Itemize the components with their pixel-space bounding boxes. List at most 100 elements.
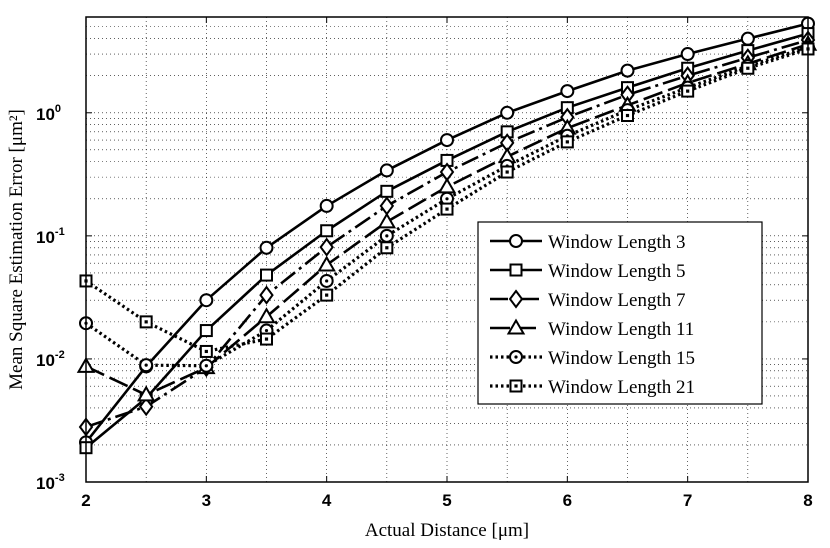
- legend-marker: [509, 234, 523, 248]
- x-axis-label: Actual Distance [μm]: [365, 520, 529, 541]
- data-point: [437, 177, 457, 194]
- legend-marker: [509, 379, 523, 393]
- legend-entry: Window Length 15: [548, 348, 695, 369]
- marker-shape: [319, 237, 334, 257]
- marker-shape: [259, 285, 274, 305]
- data-point: [319, 273, 334, 288]
- data-point: [136, 385, 156, 402]
- data-point: [440, 202, 454, 216]
- marker-dot: [144, 363, 148, 367]
- legend-entry: Window Length 7: [548, 290, 686, 311]
- marker-dot: [625, 113, 630, 118]
- legend-entry: Window Length 21: [548, 377, 695, 398]
- marker-dot: [385, 234, 389, 238]
- marker-dot: [264, 337, 269, 341]
- data-point: [680, 47, 695, 62]
- marker-dot: [204, 364, 208, 368]
- x-tick-label: 2: [81, 491, 90, 510]
- data-point: [320, 224, 334, 238]
- marker-shape: [379, 196, 395, 216]
- data-point: [259, 240, 274, 255]
- data-point: [260, 268, 273, 282]
- marker-shape: [136, 385, 156, 402]
- x-tick-label: 7: [683, 491, 692, 510]
- data-point: [500, 105, 515, 120]
- marker-shape: [620, 63, 635, 78]
- data-point: [139, 315, 153, 329]
- data-point: [199, 358, 214, 373]
- x-tick-label: 5: [442, 491, 451, 510]
- data-point: [257, 307, 276, 324]
- data-point: [560, 135, 574, 149]
- marker-dot: [264, 328, 269, 333]
- marker-dot: [686, 89, 690, 93]
- marker-shape: [437, 177, 457, 194]
- marker-shape: [138, 396, 154, 417]
- data-point: [440, 133, 454, 148]
- data-point: [380, 184, 394, 198]
- y-tick-label: 10-1: [36, 226, 65, 247]
- data-point: [620, 63, 635, 78]
- data-point: [199, 344, 213, 358]
- marker-dot: [514, 355, 518, 359]
- legend-entry: Window Length 3: [548, 232, 686, 253]
- marker-dot: [445, 197, 449, 201]
- x-tick-labels: 2 3 4 5 6 7 8: [81, 17, 813, 510]
- data-point: [500, 165, 514, 179]
- y-tick-label: 10-2: [36, 349, 65, 370]
- data-point: [380, 241, 394, 255]
- marker-shape: [380, 184, 394, 198]
- marker-shape: [259, 240, 274, 255]
- data-point: [621, 109, 634, 123]
- marker-shape: [509, 263, 523, 277]
- marker-shape: [199, 293, 214, 308]
- data-point: [740, 31, 755, 46]
- data-point: [317, 255, 336, 272]
- legend-entry: Window Length 11: [548, 319, 694, 340]
- data-point: [320, 288, 334, 302]
- marker-shape: [740, 31, 755, 46]
- marker-shape: [500, 105, 515, 120]
- data-point: [379, 228, 394, 243]
- marker-dot: [144, 320, 148, 324]
- marker-dot: [505, 170, 509, 174]
- marker-shape: [317, 255, 336, 272]
- marker-shape: [377, 212, 397, 229]
- data-point: [138, 396, 154, 417]
- legend-marker: [509, 263, 523, 277]
- legend-entry: Window Length 5: [548, 261, 686, 282]
- marker-shape: [199, 324, 213, 338]
- marker-dot: [746, 66, 750, 70]
- marker-dot: [514, 384, 518, 388]
- legend-marker: [509, 350, 523, 364]
- data-point: [741, 61, 755, 75]
- data-point: [379, 196, 395, 216]
- y-axis-label: Mean Square Estimation Error [μm²]: [6, 109, 27, 390]
- marker-dot: [325, 279, 329, 283]
- legend-marker: [506, 318, 526, 335]
- marker-shape: [440, 133, 454, 148]
- marker-shape: [319, 198, 334, 213]
- data-point: [681, 84, 695, 98]
- marker-shape: [680, 47, 695, 62]
- y-tick-label: 10-3: [36, 472, 65, 493]
- marker-shape: [379, 163, 394, 178]
- x-tick-label: 8: [803, 491, 812, 510]
- data-point: [379, 163, 394, 178]
- marker-shape: [508, 289, 524, 309]
- marker-shape: [509, 234, 523, 248]
- data-point: [319, 198, 334, 213]
- data-point: [199, 293, 214, 308]
- marker-dot: [385, 246, 389, 250]
- marker-shape: [257, 307, 276, 324]
- legend-box: [477, 221, 763, 405]
- legend: Window Length 3 Window Length 5 Window Len…: [477, 221, 763, 405]
- marker-dot: [445, 207, 449, 211]
- x-tick-label: 3: [202, 491, 211, 510]
- marker-shape: [506, 318, 526, 335]
- data-point: [377, 212, 397, 229]
- y-tick-label: 100: [36, 103, 61, 124]
- data-point: [260, 332, 273, 346]
- marker-shape: [320, 224, 334, 238]
